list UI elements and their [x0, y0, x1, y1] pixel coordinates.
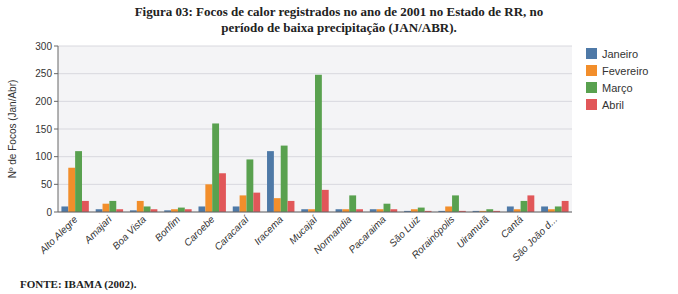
bar — [541, 206, 548, 212]
bar — [445, 206, 452, 212]
bar — [452, 195, 459, 212]
legend-swatch — [586, 82, 597, 93]
x-tick-label: Amajari — [81, 213, 114, 246]
bar — [281, 146, 288, 212]
bars — [61, 75, 568, 212]
bar — [75, 151, 82, 212]
x-tick-label: Bonfim — [153, 214, 183, 244]
y-tick-label: 200 — [35, 96, 52, 107]
bar — [384, 204, 391, 212]
bar — [274, 198, 281, 212]
bar — [555, 206, 562, 212]
y-axis-label: Nº de Focos (Jan/Abr) — [7, 80, 18, 179]
plot-background — [58, 46, 572, 212]
x-tick-label: Boa Vista — [110, 213, 148, 251]
y-tick-label: 0 — [46, 207, 52, 218]
grid-line — [58, 46, 572, 47]
y-tick-label: 300 — [35, 41, 52, 52]
x-tick-label: Uiramutã — [454, 213, 491, 250]
bar — [212, 123, 219, 212]
y-tick-label: 250 — [35, 68, 52, 79]
y-tick — [54, 129, 58, 130]
bar — [109, 201, 116, 212]
legend: Janeiro Fevereiro Março Abril — [586, 48, 648, 111]
x-tick-label: Cantá — [498, 213, 525, 240]
y-axis: 0 50 100 150 200 250 300 — [35, 41, 572, 218]
y-tick — [54, 46, 58, 47]
bar — [144, 206, 151, 212]
bar — [562, 201, 569, 212]
bar — [267, 151, 274, 212]
x-axis-line — [58, 212, 572, 213]
x-axis: Alto AlegreAmajariBoa VistaBonfimCaroebe… — [37, 213, 560, 263]
y-tick-label: 100 — [35, 151, 52, 162]
source-note: FONTE: IBAMA (2002). — [20, 278, 137, 291]
legend-swatch — [586, 48, 597, 59]
bar — [240, 195, 247, 212]
grid-line — [58, 212, 572, 213]
subtitle: período de baixa precipitação (JAN/ABR). — [221, 20, 457, 35]
x-tick-label: São Luiz — [387, 214, 422, 249]
x-tick-label: Pacaraima — [346, 213, 388, 255]
grid-line — [58, 73, 572, 74]
x-tick-label: Caroebe — [182, 213, 217, 248]
bar — [103, 204, 110, 212]
y-tick — [54, 73, 58, 74]
x-tick-label: Alto Alegre — [37, 213, 80, 256]
bar — [507, 206, 514, 212]
chart: Figura 03: Focos de calor registrados no… — [0, 0, 678, 294]
x-tick-label: Iracema — [252, 213, 286, 247]
bar — [205, 184, 212, 212]
bar — [253, 193, 260, 212]
bar — [418, 208, 425, 212]
legend-swatch — [586, 65, 597, 76]
y-tick — [54, 156, 58, 157]
bar — [521, 201, 528, 212]
bar — [288, 201, 295, 212]
bar — [349, 195, 356, 212]
legend-label: Abril — [602, 99, 624, 111]
bar — [137, 201, 144, 212]
y-tick — [54, 212, 58, 213]
y-axis-line — [58, 46, 59, 212]
y-tick — [54, 184, 58, 185]
bar — [178, 208, 185, 212]
legend-label: Fevereiro — [602, 65, 648, 77]
x-tick-label: Rorainópolis — [409, 214, 456, 261]
y-tick-label: 50 — [41, 179, 53, 190]
legend-swatch — [586, 99, 597, 110]
x-tick-label: Caracaraí — [212, 213, 252, 253]
x-tick-label: São João d... — [510, 214, 559, 263]
bar — [82, 201, 89, 212]
y-tick — [54, 101, 58, 102]
bar — [61, 206, 68, 212]
legend-label: Março — [602, 82, 633, 94]
bar — [246, 159, 253, 212]
bar — [322, 190, 329, 212]
title: Figura 03: Focos de calor registrados no… — [135, 4, 544, 19]
bar — [527, 195, 534, 212]
legend-label: Janeiro — [602, 48, 638, 60]
bar — [219, 173, 226, 212]
y-tick-label: 150 — [35, 124, 52, 135]
x-tick-label: Mucajaí — [287, 213, 320, 246]
bar — [233, 206, 240, 212]
bar — [315, 75, 322, 212]
bar — [68, 168, 75, 212]
bar — [198, 206, 205, 212]
